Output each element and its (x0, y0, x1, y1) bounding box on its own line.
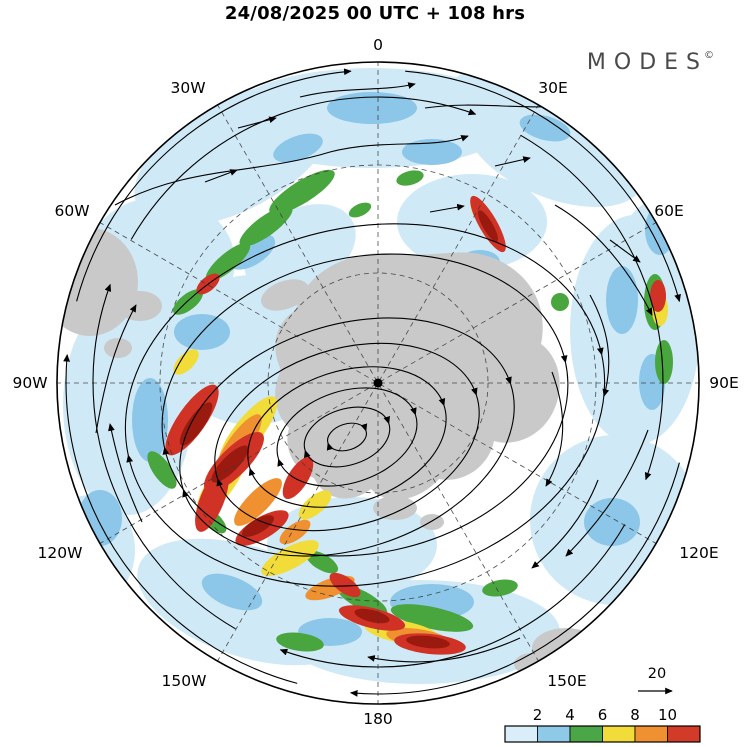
streamline-layer (63, 68, 681, 697)
lon-label-60w: 60W (54, 202, 89, 220)
colorbar-tick-2: 2 (533, 706, 543, 724)
lon-label-150e: 150E (547, 672, 586, 690)
colorbar-segment-4 (602, 725, 636, 743)
lon-label-90e: 90E (709, 374, 739, 392)
pole-dot (373, 378, 383, 388)
copyright-mark: © (704, 50, 714, 61)
map-title: 24/08/2025 00 UTC + 108 hrs (224, 3, 526, 24)
lon-label-120w: 120W (38, 544, 83, 562)
colorbar-segment-2 (537, 725, 571, 743)
modes-logo: MODES© (587, 50, 714, 75)
lon-label-90w: 90W (12, 374, 47, 392)
wind-reference-value: 20 (648, 666, 666, 682)
colorbar: 2 4 6 8 10 (504, 706, 701, 743)
lon-label-120e: 120E (679, 544, 718, 562)
longitude-labels: 0 30E 60E 90E 120E 150E 180 150W 120W 90… (12, 36, 738, 728)
colorbar-tick-8: 8 (630, 706, 640, 724)
shading-green-layer (147, 169, 673, 652)
wind-reference: 20 (638, 666, 673, 695)
colorbar-segment-5 (634, 725, 668, 743)
map-interior (57, 62, 699, 704)
lon-label-0: 0 (373, 36, 383, 54)
lon-label-180: 180 (363, 710, 393, 728)
lon-label-60e: 60E (654, 202, 684, 220)
lon-label-150w: 150W (162, 672, 207, 690)
colorbar-segment-1 (504, 725, 538, 743)
colorbar-border (504, 725, 701, 743)
graticule-layer (57, 62, 699, 704)
shading-dark-red-layer (179, 210, 498, 649)
colorbar-tick-10: 10 (658, 706, 677, 724)
modes-logo-text: MODES (586, 50, 708, 75)
colorbar-tick-6: 6 (598, 706, 608, 724)
colorbar-tick-4: 4 (565, 706, 575, 724)
lon-label-30e: 30E (538, 79, 568, 97)
colorbar-segment-3 (569, 725, 603, 743)
colorbar-segment-6 (667, 725, 701, 743)
map-boundary-circle (56, 61, 700, 705)
lon-label-30w: 30W (170, 79, 205, 97)
